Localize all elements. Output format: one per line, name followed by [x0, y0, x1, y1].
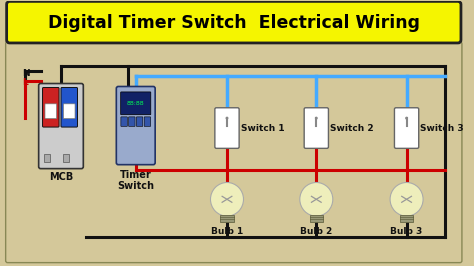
FancyBboxPatch shape	[304, 108, 328, 148]
FancyBboxPatch shape	[61, 88, 77, 127]
Text: MCB: MCB	[49, 172, 73, 182]
Text: Digital Timer Switch  Electrical Wiring: Digital Timer Switch Electrical Wiring	[48, 14, 420, 32]
FancyBboxPatch shape	[116, 86, 155, 165]
Text: Bulb 3: Bulb 3	[391, 227, 423, 236]
Text: Bulb 1: Bulb 1	[211, 227, 243, 236]
Circle shape	[210, 182, 244, 216]
FancyBboxPatch shape	[128, 117, 135, 126]
FancyBboxPatch shape	[39, 84, 83, 169]
FancyBboxPatch shape	[394, 108, 419, 148]
FancyBboxPatch shape	[64, 104, 75, 119]
FancyBboxPatch shape	[137, 117, 143, 126]
Text: Timer
Switch: Timer Switch	[117, 170, 154, 191]
Circle shape	[315, 117, 318, 120]
FancyBboxPatch shape	[45, 104, 56, 119]
Text: 88:88: 88:88	[127, 101, 145, 106]
FancyBboxPatch shape	[6, 42, 462, 263]
Circle shape	[226, 117, 228, 120]
FancyBboxPatch shape	[310, 215, 323, 222]
FancyBboxPatch shape	[63, 154, 69, 162]
FancyBboxPatch shape	[144, 117, 151, 126]
FancyBboxPatch shape	[45, 154, 50, 162]
FancyBboxPatch shape	[220, 215, 234, 222]
Circle shape	[405, 117, 408, 120]
Circle shape	[390, 182, 423, 216]
Text: Switch 1: Switch 1	[241, 123, 284, 132]
Circle shape	[300, 182, 333, 216]
FancyBboxPatch shape	[400, 215, 413, 222]
Text: Switch 2: Switch 2	[330, 123, 374, 132]
FancyBboxPatch shape	[121, 92, 151, 115]
Text: Switch 3: Switch 3	[420, 123, 464, 132]
Text: N: N	[22, 69, 30, 78]
FancyBboxPatch shape	[43, 88, 59, 127]
FancyBboxPatch shape	[7, 1, 461, 43]
FancyBboxPatch shape	[121, 117, 128, 126]
Text: Bulb 2: Bulb 2	[300, 227, 332, 236]
Text: L: L	[22, 78, 28, 87]
FancyBboxPatch shape	[215, 108, 239, 148]
